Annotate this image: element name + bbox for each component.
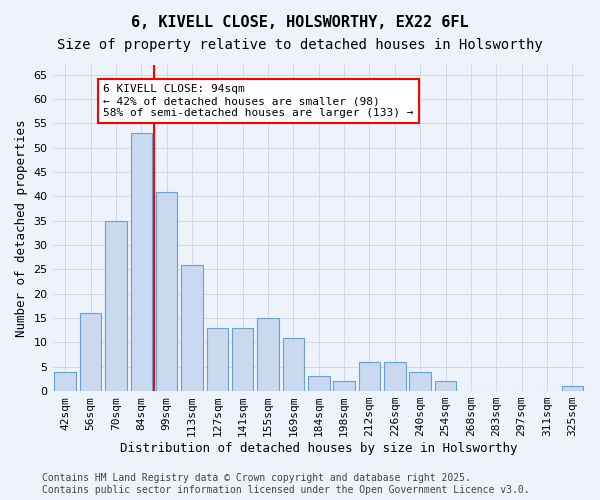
Bar xyxy=(156,192,178,391)
Bar xyxy=(435,382,457,391)
Bar xyxy=(80,313,101,391)
Bar xyxy=(181,264,203,391)
Text: 6, KIVELL CLOSE, HOLSWORTHY, EX22 6FL: 6, KIVELL CLOSE, HOLSWORTHY, EX22 6FL xyxy=(131,15,469,30)
Bar xyxy=(283,338,304,391)
Text: Contains HM Land Registry data © Crown copyright and database right 2025.
Contai: Contains HM Land Registry data © Crown c… xyxy=(42,474,530,495)
Bar xyxy=(55,372,76,391)
Text: 6 KIVELL CLOSE: 94sqm
← 42% of detached houses are smaller (98)
58% of semi-deta: 6 KIVELL CLOSE: 94sqm ← 42% of detached … xyxy=(103,84,414,117)
Bar xyxy=(384,362,406,391)
Bar xyxy=(232,328,253,391)
Bar xyxy=(359,362,380,391)
Bar xyxy=(105,220,127,391)
Bar xyxy=(334,382,355,391)
Bar xyxy=(308,376,329,391)
Bar xyxy=(562,386,583,391)
X-axis label: Distribution of detached houses by size in Holsworthy: Distribution of detached houses by size … xyxy=(120,442,518,455)
Text: Size of property relative to detached houses in Holsworthy: Size of property relative to detached ho… xyxy=(57,38,543,52)
Bar xyxy=(257,318,279,391)
Bar xyxy=(409,372,431,391)
Bar xyxy=(131,133,152,391)
Y-axis label: Number of detached properties: Number of detached properties xyxy=(15,120,28,337)
Bar xyxy=(206,328,228,391)
